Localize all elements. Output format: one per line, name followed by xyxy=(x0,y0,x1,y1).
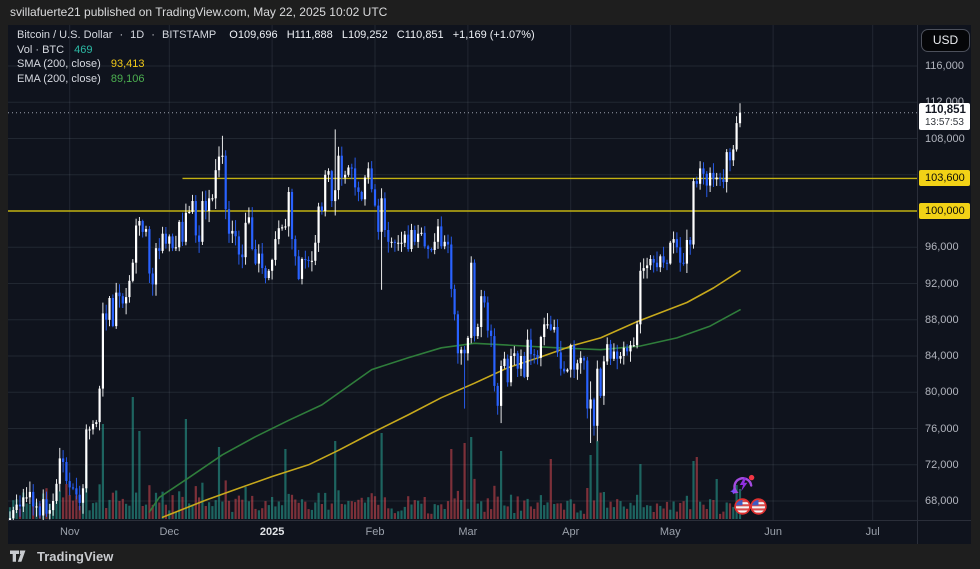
time-tick-label: Jul xyxy=(865,526,880,538)
sma-value: 93,413 xyxy=(110,58,145,71)
chart-frame: Bitcoin / U.S. Dollar · 1D · BITSTAMP O1… xyxy=(8,25,971,545)
attribution-text: svillafuerte21 published on TradingView.… xyxy=(10,5,388,19)
volume-label: Vol · BTC xyxy=(17,43,65,56)
low-value: L109,252 xyxy=(341,29,388,41)
time-tick-label: Jun xyxy=(764,526,782,538)
open-value: O109,696 xyxy=(229,29,278,41)
legend-ema-row[interactable]: EMA (200, close) 89,106 xyxy=(17,72,535,87)
price-tick-label: 116,000 xyxy=(925,60,964,72)
candlestick-chart-canvas[interactable] xyxy=(8,25,917,520)
price-tick-label: 76,000 xyxy=(925,422,959,435)
interval-label: 1D xyxy=(130,29,145,41)
current-price-value: 110,851 xyxy=(925,103,966,116)
tradingview-logo-icon[interactable] xyxy=(10,550,31,563)
chart-legend: Bitcoin / U.S. Dollar · 1D · BITSTAMP O1… xyxy=(17,28,535,86)
time-axis[interactable]: Nov Dec 2025 Feb Mar Apr May Jun Jul xyxy=(8,520,971,545)
price-level-label: 103,600 xyxy=(919,170,970,187)
ema-value: 89,106 xyxy=(110,72,145,85)
legend-volume-row[interactable]: Vol · BTC 469 xyxy=(17,43,535,58)
tradingview-wordmark[interactable]: TradingView xyxy=(37,549,114,564)
change-value: +1,169 (+1.07%) xyxy=(452,29,535,41)
symbol-title: Bitcoin / U.S. Dollar xyxy=(17,29,113,41)
time-tick-label: 2025 xyxy=(259,526,285,538)
footer-bar: TradingView xyxy=(0,544,980,569)
close-value: C110,851 xyxy=(396,29,444,41)
currency-button[interactable]: USD xyxy=(921,29,970,52)
price-tick-label: 80,000 xyxy=(925,386,959,399)
price-tick-label: 88,000 xyxy=(925,313,959,326)
time-tick-label: Mar xyxy=(458,526,478,538)
separator-dot: · xyxy=(151,29,155,41)
legend-sma-row[interactable]: SMA (200, close) 93,413 xyxy=(17,57,535,72)
high-value: H111,888 xyxy=(286,29,333,41)
time-tick-label: May xyxy=(659,526,681,538)
exchange-label: BITSTAMP xyxy=(162,29,217,41)
price-axis[interactable]: USD 110,851 13:57:53 116,000112,000108,0… xyxy=(917,25,972,544)
time-tick-label: Dec xyxy=(159,526,180,538)
price-tick-label: 108,000 xyxy=(925,132,965,145)
price-tick-label: 72,000 xyxy=(925,458,959,471)
price-tick-label: 68,000 xyxy=(925,495,959,507)
time-tick-label: Nov xyxy=(59,526,80,538)
ema-label: EMA (200, close) xyxy=(17,72,101,85)
sma-label: SMA (200, close) xyxy=(17,58,101,71)
price-level-label: 100,000 xyxy=(919,203,970,219)
volume-value: 469 xyxy=(74,43,93,56)
price-tick-label: 92,000 xyxy=(925,277,959,290)
bar-countdown: 13:57:53 xyxy=(925,116,964,128)
attribution-bar: svillafuerte21 published on TradingView.… xyxy=(0,0,980,25)
legend-symbol-row[interactable]: Bitcoin / U.S. Dollar · 1D · BITSTAMP O1… xyxy=(17,28,535,43)
current-price-label: 110,851 13:57:53 xyxy=(919,102,970,130)
chart-pane[interactable]: Bitcoin / U.S. Dollar · 1D · BITSTAMP O1… xyxy=(8,25,917,520)
time-tick-label: Feb xyxy=(365,526,385,538)
price-tick-label: 84,000 xyxy=(925,350,959,362)
price-tick-label: 96,000 xyxy=(925,241,959,254)
time-tick-label: Apr xyxy=(562,526,580,538)
separator-dot: · xyxy=(119,29,124,41)
